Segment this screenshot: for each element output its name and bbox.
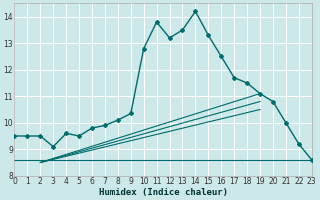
X-axis label: Humidex (Indice chaleur): Humidex (Indice chaleur) (99, 188, 228, 197)
